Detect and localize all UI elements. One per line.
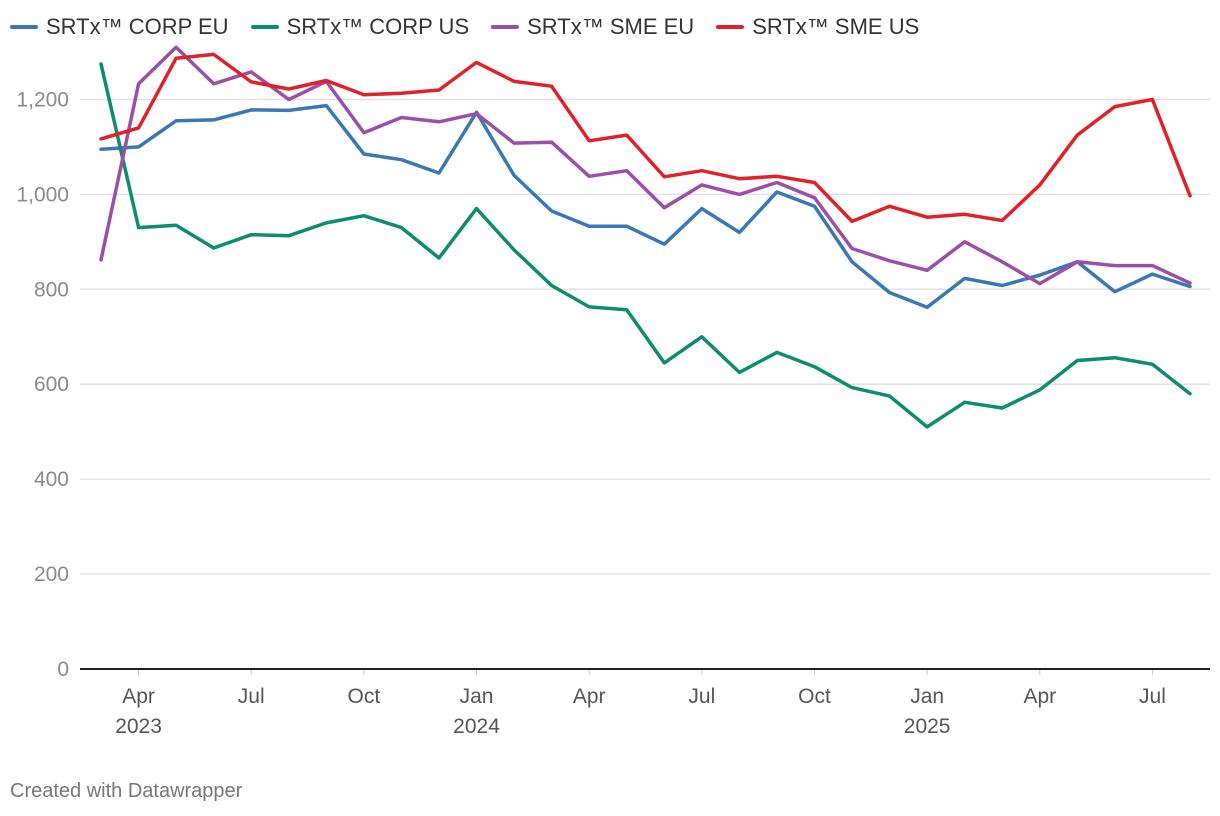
- legend-swatch: [716, 25, 745, 29]
- x-tick-year-label: 2023: [115, 715, 162, 738]
- legend-item: SRTx™ SME US: [716, 14, 919, 40]
- series-group: [99, 52, 1192, 224]
- x-tick-label: Apr: [122, 685, 155, 708]
- y-tick-label: 200: [34, 563, 69, 586]
- x-tick-year-label: 2024: [453, 715, 500, 738]
- x-tick-label: Jul: [238, 685, 265, 708]
- series-line: [99, 52, 1192, 224]
- series-group: [99, 62, 1192, 429]
- y-tick-label: 1,200: [16, 88, 69, 111]
- series-line: [99, 103, 1192, 310]
- datawrapper-credit: Created with Datawrapper: [10, 780, 243, 802]
- legend-item: SRTx™ CORP EU: [10, 14, 229, 40]
- series-line: [99, 45, 1192, 286]
- legend-swatch: [250, 25, 279, 29]
- y-tick-label: 1,000: [16, 183, 69, 206]
- x-tick-label: Jul: [688, 685, 715, 708]
- x-tick-label: Jul: [1139, 685, 1166, 708]
- legend-label: SRTx™ CORP US: [286, 14, 470, 39]
- legend-swatch: [10, 25, 38, 29]
- x-tick-label: Jan: [910, 685, 944, 708]
- legend-label: SRTx™ SME US: [752, 14, 920, 39]
- legend-item: SRTx™ CORP US: [250, 14, 470, 40]
- x-tick-label: Apr: [1023, 685, 1056, 708]
- x-tick-label: Oct: [798, 685, 831, 708]
- series-line: [99, 62, 1192, 429]
- x-tick-label: Apr: [573, 685, 606, 708]
- series-group: [99, 45, 1192, 286]
- legend-label: SRTx™ SME EU: [527, 14, 695, 39]
- y-tick-label: 600: [34, 373, 69, 396]
- x-tick-label: Jan: [460, 685, 494, 708]
- y-tick-label: 400: [34, 468, 69, 491]
- legend-label: SRTx™ CORP EU: [46, 14, 229, 39]
- legend-swatch: [491, 25, 520, 29]
- legend-item: SRTx™ SME EU: [491, 14, 694, 40]
- x-axis-ticks: Apr 2023 Jul Oct Jan 2024 Apr Jul Oct Jan 2025 Apr J…: [115, 669, 1166, 738]
- chart-legend: SRTx™ CORP EU SRTx™ CORP US SRTx™ SME EU SR…: [10, 14, 919, 40]
- y-axis-ticks: 0 200 400 600 800 1,000 1,200: [16, 88, 69, 681]
- x-tick-year-label: 2025: [904, 715, 951, 738]
- gridlines: [80, 98, 1210, 575]
- y-tick-label: 800: [34, 278, 69, 301]
- series-lines: [99, 45, 1192, 429]
- y-tick-label: 0: [57, 658, 69, 681]
- x-tick-label: Oct: [348, 685, 381, 708]
